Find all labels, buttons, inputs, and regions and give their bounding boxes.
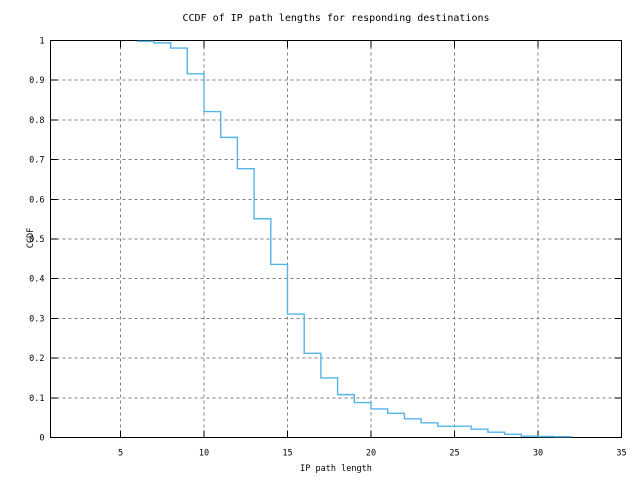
- y-tick-label: 0.7: [29, 156, 44, 166]
- ccdf-step-path: [137, 40, 572, 438]
- y-tick-label: 0.4: [29, 275, 44, 285]
- x-tick-label: 35: [616, 449, 626, 459]
- y-axis-label: CCDF: [26, 228, 36, 248]
- gridlines: [50, 40, 622, 438]
- x-tick-label: 10: [199, 449, 209, 459]
- y-tick-label: 0.6: [29, 195, 44, 205]
- y-tick-label: 0.9: [29, 76, 44, 86]
- y-tick-label: 1: [39, 37, 44, 47]
- x-tick-label: 5: [118, 449, 123, 459]
- tick-labels: 5 10 15 20 25 30 35 0 0.1 0.2 0.3 0.4 0.5 0.6 0.7 0.8 0.…: [29, 37, 626, 459]
- y-tick-label: 0: [39, 434, 44, 444]
- ccdf-curve: [137, 40, 572, 438]
- y-tick-label: 0.1: [29, 394, 44, 404]
- x-tick-label: 15: [282, 449, 292, 459]
- y-tick-label: 0.8: [29, 116, 44, 126]
- y-tick-label: 0.3: [29, 314, 44, 324]
- y-tick-label: 0.5: [29, 235, 44, 245]
- x-axis-label: IP path length: [300, 464, 372, 474]
- plot-border: [50, 40, 622, 438]
- x-tick-label: 25: [449, 449, 459, 459]
- y-tick-label: 0.2: [29, 354, 44, 364]
- x-tick-label: 30: [533, 449, 543, 459]
- plot-border-rect: [50, 40, 622, 438]
- chart-title: CCDF of IP path lengths for responding d…: [182, 13, 489, 24]
- x-tick-label: 20: [366, 449, 376, 459]
